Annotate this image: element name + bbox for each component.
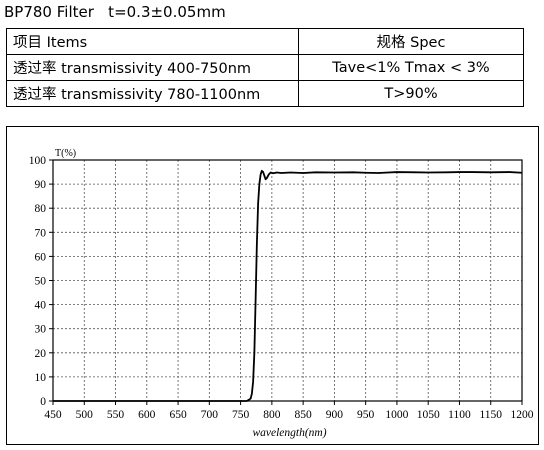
x-axis-label: wavelength(nm) [252, 427, 326, 439]
spec-table: 项目 Items 规格 Spec 透过率 transmissivity 400-… [6, 28, 524, 107]
y-tick-label: 50 [35, 276, 47, 288]
spec-table-row: 透过率 transmissivity 400-750nm Tave<1% Tma… [6, 54, 524, 81]
y-tick-label: 30 [35, 324, 47, 336]
plot-border [52, 159, 523, 402]
spec-cell: T>90% [298, 80, 524, 107]
x-tick-label: 800 [263, 409, 281, 421]
y-tick-label: 10 [35, 372, 47, 384]
y-tick-label: 90 [35, 179, 47, 191]
x-tick-label: 850 [295, 409, 313, 421]
spec-table-header-row: 项目 Items 规格 Spec [6, 28, 524, 55]
x-tick-label: 900 [326, 409, 344, 421]
filter-title: BP780 Filter t=0.3±0.05mm [4, 3, 226, 21]
x-tick-label: 450 [44, 409, 62, 421]
x-tick-label: 550 [107, 409, 125, 421]
x-tick-label: 1200 [511, 409, 534, 421]
spec-cell: Tave<1% Tmax < 3% [298, 54, 524, 81]
transmission-series-line [53, 169, 523, 402]
y-tick-label: 70 [35, 227, 47, 239]
item-cell: 透过率 transmissivity 400-750nm [6, 54, 299, 81]
x-tick-label: 750 [232, 409, 250, 421]
items-header: 项目 Items [6, 28, 299, 55]
x-tick-label: 650 [169, 409, 187, 421]
x-tick-label: 600 [138, 409, 156, 421]
x-tick-label: 500 [76, 409, 94, 421]
y-tick-label: 40 [35, 300, 47, 312]
spec-table-row: 透过率 transmissivity 780-1100nm T>90% [6, 80, 524, 107]
y-tick-label: 20 [35, 348, 47, 360]
x-tick-label: 1150 [479, 409, 502, 421]
item-cell: 透过率 transmissivity 780-1100nm [6, 80, 299, 107]
chart-frame: 450 500 550 600 650 700 750 800 850 900 950 1000 105… [6, 126, 539, 445]
x-tick-label: 950 [357, 409, 375, 421]
y-tick-label: 80 [35, 203, 47, 215]
x-tick-label: 1050 [417, 409, 440, 421]
x-tick-label: 1100 [448, 409, 471, 421]
y-axis-label: T(%) [55, 148, 76, 159]
y-tick-label: 60 [35, 251, 47, 263]
x-tick-label: 700 [201, 409, 219, 421]
transmission-chart: 450 500 550 600 650 700 750 800 850 900 950 1000 105… [29, 148, 534, 439]
y-tick-label: 100 [29, 155, 47, 167]
x-tick-label: 1000 [385, 409, 408, 421]
spec-header: 规格 Spec [298, 28, 524, 55]
y-tick-label: 0 [40, 396, 46, 408]
